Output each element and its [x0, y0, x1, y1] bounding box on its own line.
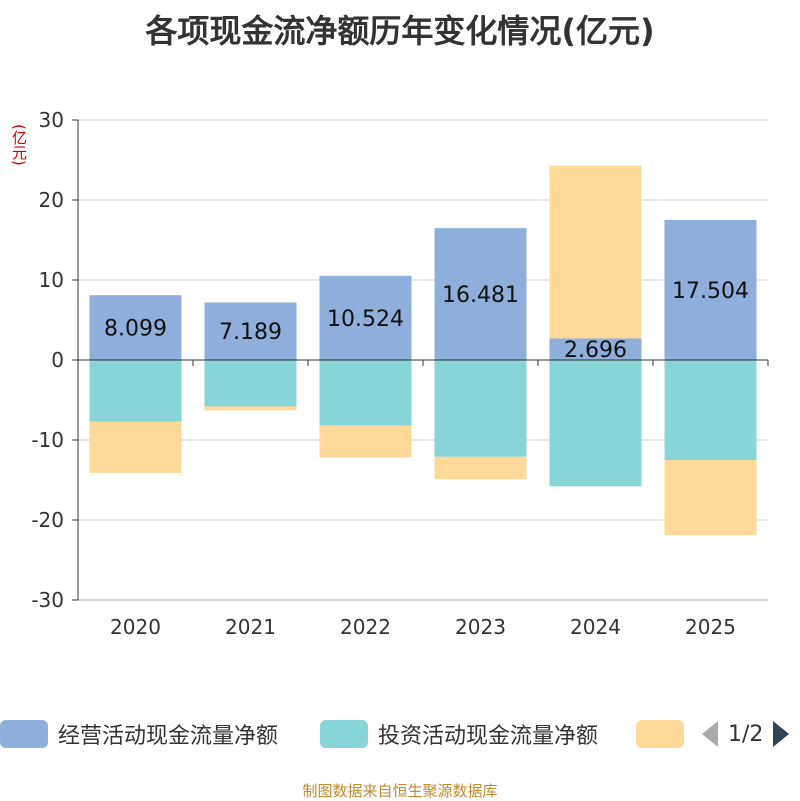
- y-tick-label: -30: [31, 588, 64, 612]
- legend-swatch-third: [636, 720, 684, 748]
- x-tick-label: 2020: [110, 615, 161, 639]
- axis-layer: 30 20 10 0 -10 -20 -30 2020 2021 2022 2023 2024 2025: [31, 108, 769, 639]
- x-tick-label: 2025: [685, 615, 736, 639]
- triangle-left-icon[interactable]: [700, 719, 720, 749]
- bar-series-1: [664, 360, 757, 460]
- x-tick-label: 2021: [225, 615, 276, 639]
- y-axis-unit-label: (亿元): [10, 124, 28, 166]
- bar-series-2: [434, 456, 527, 480]
- bar-series-0: [664, 219, 757, 360]
- bar-series-1: [204, 360, 297, 407]
- y-tick-label: -10: [31, 428, 64, 452]
- bar-value-label: 7.189: [219, 320, 282, 345]
- bar-series-2: [204, 406, 297, 411]
- bar-series-0: [204, 302, 297, 360]
- legend-item-third[interactable]: [636, 716, 694, 752]
- bar-layer: [89, 165, 757, 536]
- y-tick-label: 30: [39, 108, 64, 132]
- bar-series-1: [319, 360, 412, 426]
- bar-value-label: 2.696: [564, 338, 627, 363]
- x-tick-label: 2024: [570, 615, 621, 639]
- legend-item-investing[interactable]: 投资活动现金流量净额: [320, 716, 598, 752]
- bar-series-1: [434, 360, 527, 457]
- bar-series-1: [549, 360, 642, 487]
- bar-value-label: 17.504: [672, 279, 749, 304]
- bar-value-label: 16.481: [442, 283, 519, 308]
- bar-series-2: [319, 425, 412, 458]
- x-tick-label: 2023: [455, 615, 506, 639]
- legend-label-investing: 投资活动现金流量净额: [378, 724, 599, 749]
- bar-value-label: 8.099: [104, 317, 167, 342]
- bar-series-0: [549, 338, 642, 360]
- y-tick-label: -20: [31, 508, 64, 532]
- bar-series-2: [549, 165, 642, 339]
- legend-page-indicator: 1/2: [728, 721, 764, 747]
- triangle-right-icon[interactable]: [771, 719, 791, 749]
- bar-series-2: [664, 460, 757, 536]
- label-layer: 8.099 7.189 10.524 16.481 2.696 17.504: [104, 279, 749, 363]
- chart-title: 各项现金流净额历年变化情况(亿元): [145, 12, 655, 50]
- legend-swatch-operating: [0, 720, 48, 748]
- bar-series-0: [319, 275, 412, 360]
- x-tick-label: 2022: [340, 615, 391, 639]
- bar-series-2: [89, 421, 182, 473]
- chart-plot: 30 20 10 0 -10 -20 -30 2020 2021 2022 2023 2024 2025…: [31, 108, 769, 639]
- bar-value-label: 10.524: [327, 307, 404, 332]
- legend-pager: 1/2: [700, 716, 791, 752]
- y-tick-label: 20: [39, 188, 64, 212]
- y-tick-label: 10: [39, 268, 64, 292]
- legend-label-operating: 经营活动现金流量净额: [58, 724, 279, 749]
- legend-item-operating[interactable]: 经营活动现金流量净额: [0, 716, 278, 752]
- bar-series-1: [89, 360, 182, 422]
- source-note: 制图数据来自恒生聚源数据库: [302, 782, 498, 800]
- legend-swatch-investing: [320, 720, 368, 748]
- bar-series-0: [434, 228, 527, 360]
- y-tick-label: 0: [51, 348, 64, 372]
- bar-series-0: [89, 295, 182, 360]
